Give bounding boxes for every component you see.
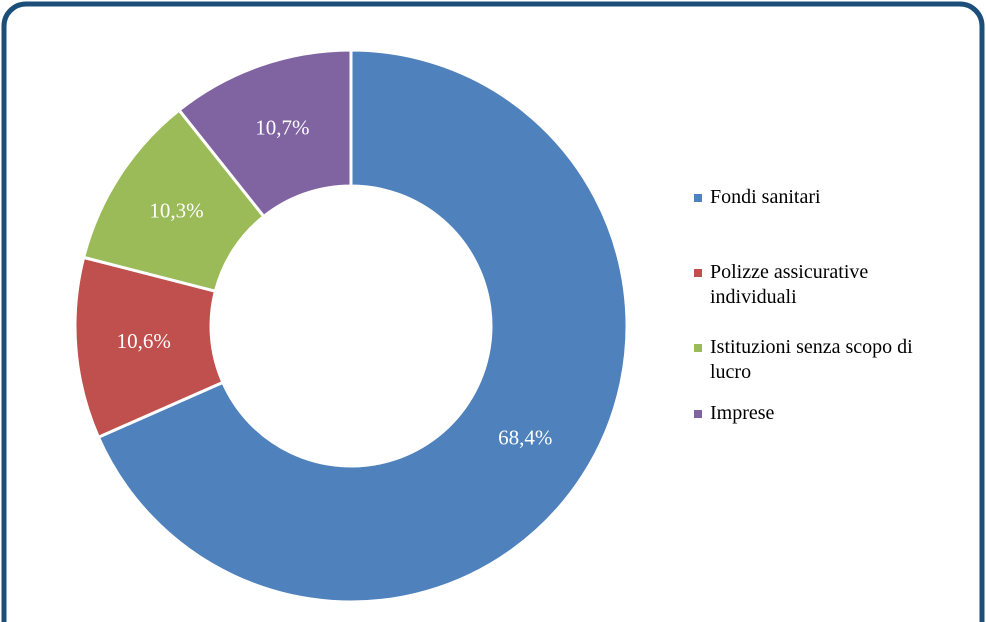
legend-item: Istituzioni senza scopo di lucro xyxy=(694,335,950,385)
legend-item: Imprese xyxy=(694,401,950,426)
data-labels: 68,4% 10,6% 10,3% 10,7% xyxy=(117,115,553,449)
legend-swatch xyxy=(694,269,702,277)
donut-slice xyxy=(177,48,353,219)
legend-swatch xyxy=(694,344,702,352)
legend-item: Fondi sanitari xyxy=(694,185,950,210)
data-label: 10,3% xyxy=(149,199,203,223)
legend-swatch xyxy=(694,410,702,418)
data-label: 10,6% xyxy=(117,329,171,353)
legend-item: Polizze assicurative individuali xyxy=(694,260,950,310)
donut xyxy=(73,48,629,604)
legend-label: Istituzioni senza scopo di lucro xyxy=(710,336,913,383)
legend-label: Polizze assicurative individuali xyxy=(710,261,869,308)
legend-label: Fondi sanitari xyxy=(710,186,821,208)
donut-slice xyxy=(96,48,629,604)
data-label: 10,7% xyxy=(255,115,309,139)
legend-swatch xyxy=(694,194,702,202)
data-label: 68,4% xyxy=(498,425,552,449)
legend-label: Imprese xyxy=(710,402,775,424)
